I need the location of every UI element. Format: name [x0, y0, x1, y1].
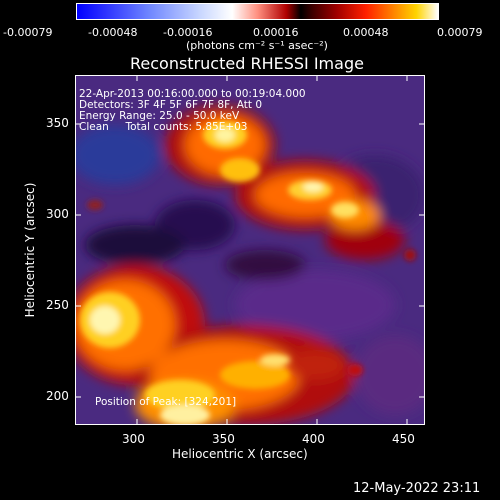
- colorbar-tick-label: 0.00048: [343, 26, 389, 39]
- x-tick-label: 450: [392, 432, 415, 446]
- y-axis-label: Heliocentric Y (arcsec): [23, 182, 37, 318]
- y-tick-label: 300: [46, 207, 69, 221]
- colorbar-units-label: (photons cm⁻² s⁻¹ asec⁻²): [186, 39, 328, 52]
- colorbar-tick-label: 0.00079: [437, 26, 483, 39]
- colorbar-tick-label: -0.00048: [88, 26, 138, 39]
- plot-title: Reconstructed RHESSI Image: [130, 54, 364, 73]
- x-tick-label: 400: [302, 432, 325, 446]
- energy-range-text: Energy Range: 25.0 - 50.0 keV: [79, 110, 240, 122]
- colorbar-tick-label: 0.00016: [253, 26, 299, 39]
- rhessi-image: [75, 75, 425, 425]
- timestamp: 12-May-2022 23:11: [353, 481, 481, 496]
- colorbar-tick-label: -0.00016: [163, 26, 213, 39]
- x-axis-label: Heliocentric X (arcsec): [172, 447, 308, 461]
- y-tick-label: 350: [46, 116, 69, 130]
- colorbar-tick-label: -0.00079: [3, 26, 53, 39]
- detectors-text: Detectors: 3F 4F 5F 6F 7F 8F, Att 0: [79, 99, 263, 111]
- y-tick-label: 200: [46, 389, 69, 403]
- clean-counts-text: Clean Total counts: 5.85E+03: [79, 121, 248, 133]
- x-tick-label: 300: [122, 432, 145, 446]
- x-tick-label: 350: [212, 432, 235, 446]
- y-tick-label: 250: [46, 298, 69, 312]
- colorbar: [76, 3, 439, 20]
- time-range-text: 22-Apr-2013 00:16:00.000 to 00:19:04.000: [79, 88, 306, 100]
- peak-position-text: Position of Peak: [324,201]: [95, 396, 237, 408]
